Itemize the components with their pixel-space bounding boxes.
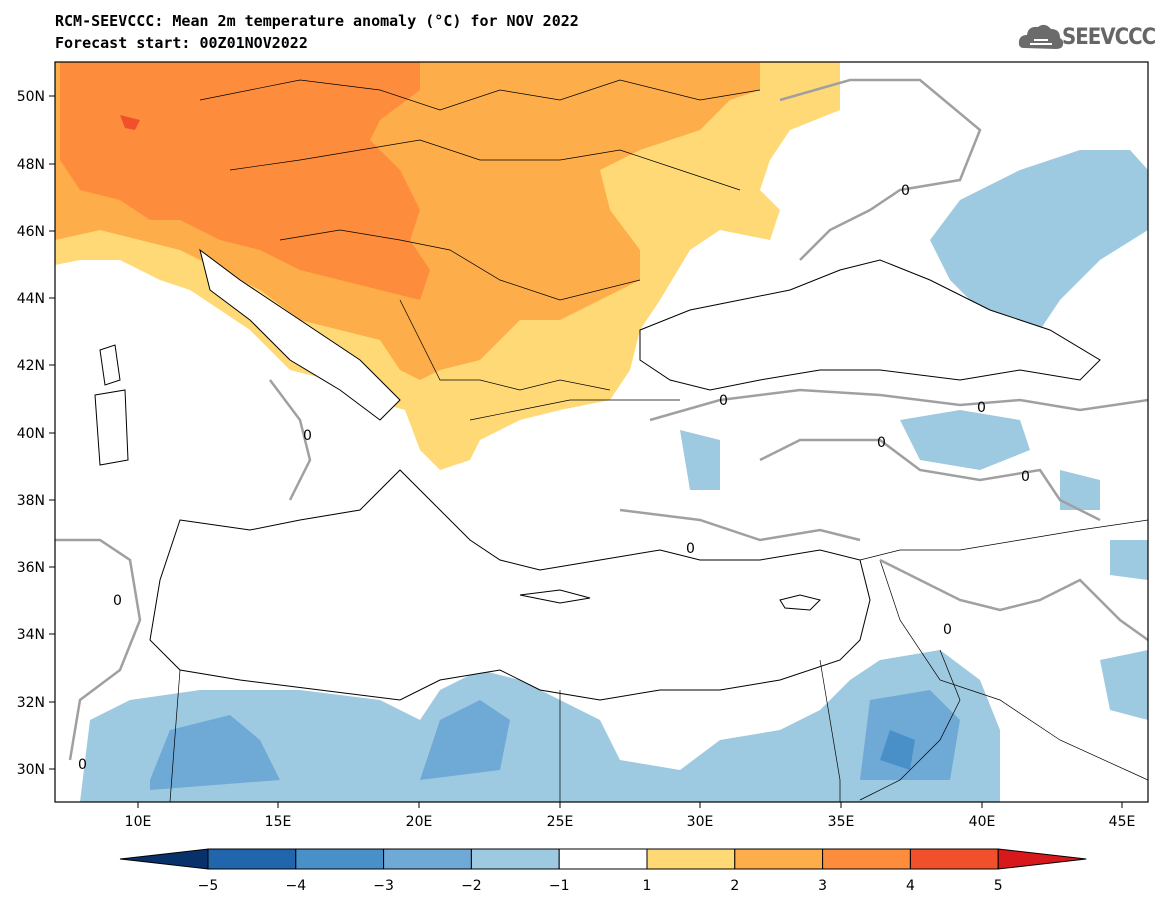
colorbar: −5 −4 −3 −2 −1 1 2 3 4 5 — [119, 848, 1087, 894]
svg-text:0: 0 — [877, 435, 886, 451]
svg-text:0: 0 — [78, 757, 87, 773]
colorbar-tick-label: −1 — [549, 878, 570, 894]
colorbar-segment — [558, 848, 648, 870]
anomaly-east-cold-region — [930, 150, 1148, 330]
svg-text:0: 0 — [1021, 469, 1030, 485]
anomaly-4-5-spot — [120, 115, 140, 130]
svg-text:0: 0 — [977, 400, 986, 416]
svg-text:0: 0 — [303, 428, 312, 444]
colorbar-segment — [295, 848, 385, 870]
colorbar-segment — [909, 848, 999, 870]
lat-label: 48N — [17, 157, 45, 173]
colorbar-extend-low — [119, 848, 209, 870]
forecast-start-label: Forecast start: 00Z01NOV2022 — [55, 34, 308, 52]
lon-label: 30E — [687, 814, 714, 830]
lon-label: 25E — [547, 814, 574, 830]
lat-label: 32N — [17, 695, 45, 711]
anomaly-3-4-region — [60, 62, 430, 300]
mediterranean-sea — [150, 470, 870, 700]
colorbar-tick-label: −5 — [198, 878, 219, 894]
colorbar-segment — [383, 848, 472, 870]
lon-label: 10E — [125, 814, 152, 830]
anomaly-minus2-minus3-region — [150, 690, 960, 790]
lon-label: 35E — [828, 814, 855, 830]
lat-label: 38N — [17, 493, 45, 509]
lat-label: 42N — [17, 358, 45, 374]
zero-contours — [55, 78, 1148, 761]
lat-label: 34N — [17, 627, 45, 643]
lat-label: 40N — [17, 426, 45, 442]
black-sea — [640, 260, 1100, 390]
cloud-logo-icon — [1018, 24, 1064, 49]
map-title: RCM-SEEVCCC: Mean 2m temperature anomaly… — [55, 12, 579, 30]
adriatic-sea — [200, 250, 400, 420]
lat-label: 30N — [17, 762, 45, 778]
zero-contour-labels: 0 0 0 0 0 0 0 0 0 0 — [78, 183, 1030, 773]
colorbar-segment — [207, 848, 297, 870]
latitude-axis: 50N 48N 46N 44N 42N 40N 38N 36N 34N 32N … — [17, 89, 55, 778]
lon-label: 15E — [265, 814, 292, 830]
colorbar-segment — [470, 848, 560, 870]
seevccc-logo-text: SEEVCCC — [1062, 25, 1156, 50]
lat-label: 46N — [17, 224, 45, 240]
colorbar-tick-label: 2 — [730, 878, 739, 894]
svg-text:0: 0 — [686, 541, 695, 557]
colorbar-segment — [734, 848, 824, 870]
anomaly-minus1-minus2-region — [80, 650, 1000, 802]
colorbar-tick-label: −3 — [373, 878, 394, 894]
map-field: 0 0 0 0 0 0 0 0 0 0 — [55, 62, 1148, 802]
longitude-axis: 10E 15E 20E 25E 30E 35E 40E 45E — [125, 802, 1136, 830]
map-frame — [54, 61, 1149, 803]
colorbar-tick-label: 3 — [818, 878, 827, 894]
svg-text:0: 0 — [719, 393, 728, 409]
svg-text:0: 0 — [901, 183, 910, 199]
lon-label: 40E — [969, 814, 996, 830]
lat-label: 36N — [17, 560, 45, 576]
lon-label: 20E — [406, 814, 433, 830]
lon-label: 45E — [1109, 814, 1136, 830]
colorbar-tick-label: 4 — [906, 878, 915, 894]
svg-text:0: 0 — [113, 593, 122, 609]
colorbar-segment — [822, 848, 911, 870]
colorbar-tick-label: −4 — [285, 878, 306, 894]
colorbar-tick-label: −2 — [461, 878, 482, 894]
colorbar-segment — [646, 848, 736, 870]
colorbar-extend-high — [997, 848, 1087, 870]
colorbar-tick-label: 1 — [643, 878, 652, 894]
colorbar-tick-label: 5 — [994, 878, 1003, 894]
lat-label: 44N — [17, 291, 45, 307]
svg-text:0: 0 — [943, 622, 952, 638]
coastlines — [94, 248, 1101, 701]
country-borders — [169, 79, 1148, 802]
anomaly-minus3-minus4-spot — [880, 730, 915, 770]
lat-label: 50N — [17, 89, 45, 105]
